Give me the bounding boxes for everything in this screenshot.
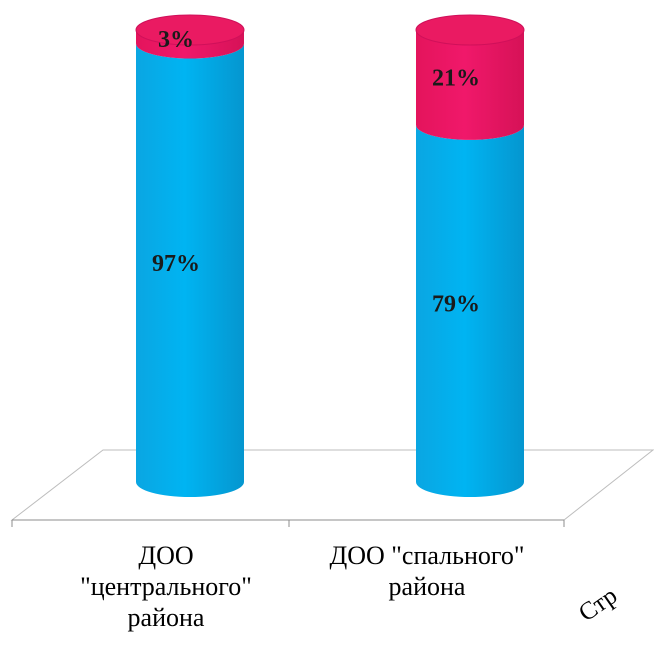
bar-top-cap [135,14,245,46]
bar-top-cap [415,14,525,46]
bar-data-label: 21% [432,65,480,91]
chart-floor [10,449,654,521]
bar-data-label: 97% [152,251,200,277]
bar-segment [136,30,244,59]
x-tick-label: ДОО "центрального" района [80,541,252,632]
bar-data-label: 3% [158,27,194,53]
bar-data-label: 79% [432,291,480,317]
x-tick-label: ДОО "спального" района [329,541,525,601]
bar-segment [416,30,524,140]
bar-segment [136,43,244,498]
bar-segment [416,124,524,498]
